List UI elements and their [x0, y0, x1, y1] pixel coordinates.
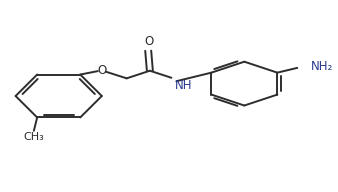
Text: CH₃: CH₃	[23, 132, 44, 142]
Text: NH₂: NH₂	[311, 60, 333, 73]
Text: O: O	[144, 35, 153, 48]
Text: NH: NH	[175, 79, 192, 92]
Text: O: O	[97, 64, 106, 77]
